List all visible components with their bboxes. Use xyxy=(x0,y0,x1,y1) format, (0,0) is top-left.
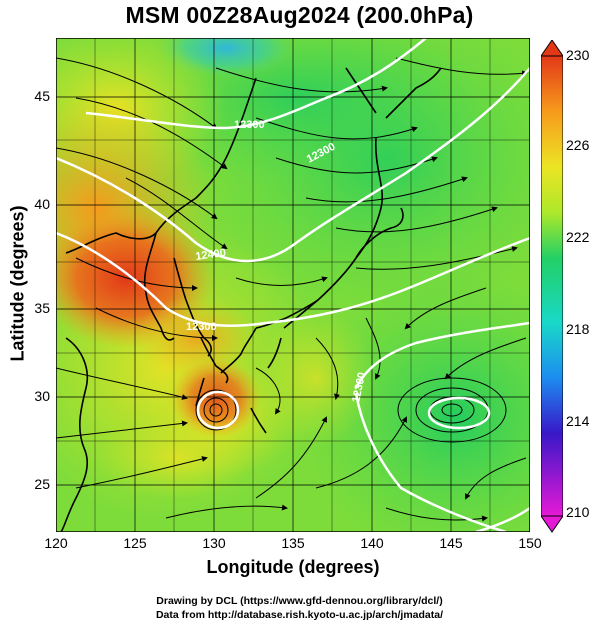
colorbar-tick: 226 xyxy=(566,137,590,153)
coastlines xyxy=(60,67,442,532)
map-plot: 12300 12300 12400 12300 12300 xyxy=(56,38,530,532)
cyclone-streamlines xyxy=(195,389,237,431)
colorbar-gradient xyxy=(541,55,563,517)
colorbar-tick: 230 xyxy=(566,47,590,63)
x-tick-label: 135 xyxy=(281,535,305,551)
x-tick-label: 130 xyxy=(202,535,226,551)
contour-label: 12300 xyxy=(234,119,265,131)
colorbar-max-arrow xyxy=(541,40,563,57)
x-tick-label: 145 xyxy=(439,535,463,551)
x-tick-label: 120 xyxy=(44,535,68,551)
x-tick-label: 125 xyxy=(123,535,147,551)
contour-labels: 12300 12300 12400 12300 12300 xyxy=(186,119,368,404)
x-tick-label: 140 xyxy=(360,535,384,551)
anticyclone-contour xyxy=(427,396,491,430)
colorbar-tick: 218 xyxy=(566,321,590,337)
x-axis-title: Longitude (degrees) xyxy=(206,557,380,577)
contour-label: 12300 xyxy=(186,321,217,333)
colorbar-tick: 214 xyxy=(566,413,590,429)
y-axis-title: Latitude (degrees) xyxy=(7,205,28,362)
chart-title: MSM 00Z28Aug2024 (200.0hPa) xyxy=(125,2,474,28)
y-tick-label: 45 xyxy=(34,88,50,104)
credit-data: Data from http://database.rish.kyoto-u.a… xyxy=(155,609,444,621)
cyclone-contour xyxy=(196,390,240,430)
y-tick-label: 25 xyxy=(34,476,50,492)
colorbar-min-arrow xyxy=(541,515,563,533)
colorbar xyxy=(541,40,563,533)
grid-lines xyxy=(56,38,530,532)
y-tick-label: 30 xyxy=(34,388,50,404)
colorbar-tick: 210 xyxy=(566,504,590,520)
y-tick-label: 35 xyxy=(34,300,50,316)
x-tick-label: 150 xyxy=(518,535,542,551)
colorbar-tick: 222 xyxy=(566,229,590,245)
streamlines xyxy=(56,57,528,522)
credit-drawing: Drawing by DCL (https://www.gfd-dennou.o… xyxy=(156,595,443,607)
height-contours xyxy=(56,38,530,532)
contour-label: 12400 xyxy=(195,247,227,263)
y-tick-label: 40 xyxy=(34,196,50,212)
